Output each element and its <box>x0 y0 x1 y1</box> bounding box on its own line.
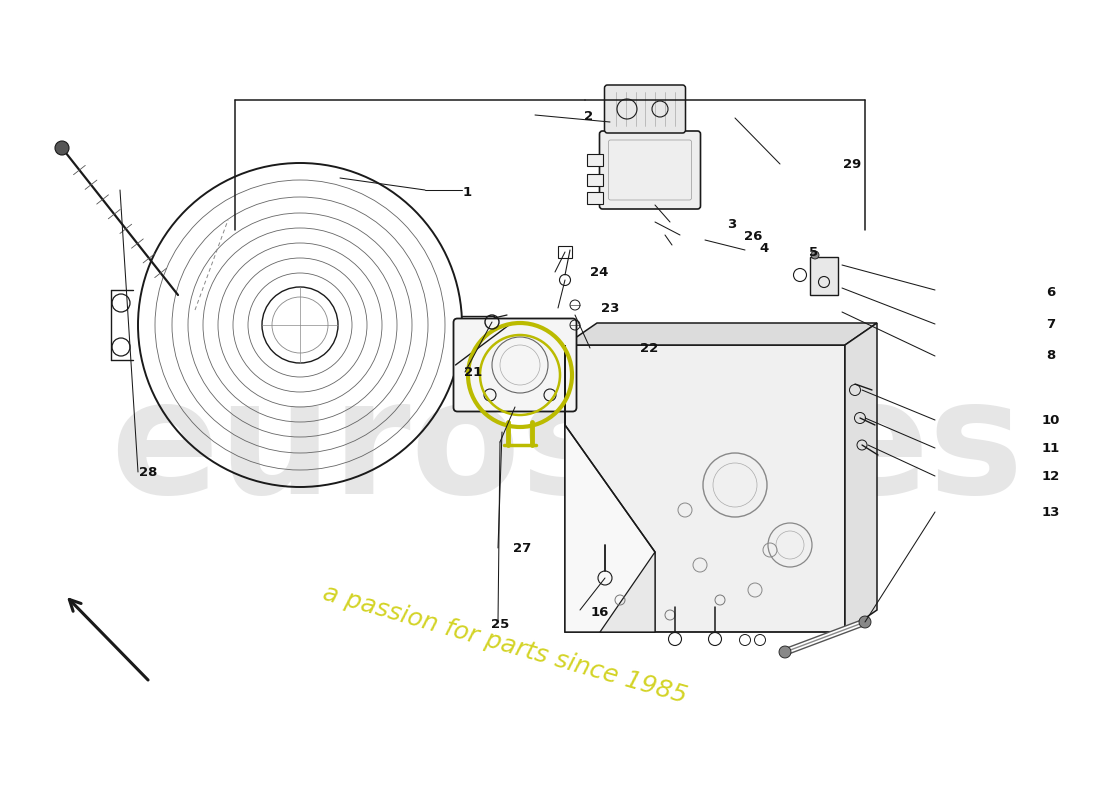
Circle shape <box>859 616 871 628</box>
Text: 13: 13 <box>1042 506 1059 518</box>
Polygon shape <box>810 257 838 295</box>
Text: euros: euros <box>110 373 616 527</box>
Text: 4: 4 <box>760 242 769 254</box>
Text: 21: 21 <box>464 366 482 378</box>
Text: 7: 7 <box>1046 318 1055 330</box>
FancyBboxPatch shape <box>453 318 576 411</box>
Text: 24: 24 <box>591 266 608 278</box>
Text: 8: 8 <box>1046 350 1055 362</box>
Polygon shape <box>565 323 877 345</box>
Text: 2: 2 <box>584 110 593 122</box>
Text: 16: 16 <box>591 606 608 618</box>
Text: 3: 3 <box>727 218 736 230</box>
Text: 25: 25 <box>492 618 509 630</box>
Text: 26: 26 <box>745 230 762 242</box>
Bar <box>558 246 572 258</box>
Text: 27: 27 <box>514 542 531 554</box>
Circle shape <box>811 251 819 259</box>
Text: 28: 28 <box>140 466 157 478</box>
Text: es: es <box>820 373 1023 527</box>
Text: 11: 11 <box>1042 442 1059 454</box>
Circle shape <box>55 141 69 155</box>
Bar <box>586 193 603 203</box>
Polygon shape <box>565 345 654 632</box>
Text: 10: 10 <box>1042 414 1059 426</box>
FancyBboxPatch shape <box>605 85 685 133</box>
Text: a passion for parts since 1985: a passion for parts since 1985 <box>320 582 690 709</box>
Text: 5: 5 <box>810 246 818 258</box>
Text: 1: 1 <box>463 186 472 198</box>
FancyBboxPatch shape <box>600 131 701 209</box>
Polygon shape <box>565 345 845 632</box>
Text: 22: 22 <box>640 342 658 354</box>
Circle shape <box>779 646 791 658</box>
Text: 12: 12 <box>1042 470 1059 482</box>
Polygon shape <box>845 323 877 632</box>
Text: 23: 23 <box>602 302 619 314</box>
Bar <box>586 174 603 186</box>
Bar <box>586 154 603 166</box>
Polygon shape <box>600 552 654 632</box>
Text: 29: 29 <box>844 158 861 170</box>
Text: 6: 6 <box>1046 286 1055 298</box>
